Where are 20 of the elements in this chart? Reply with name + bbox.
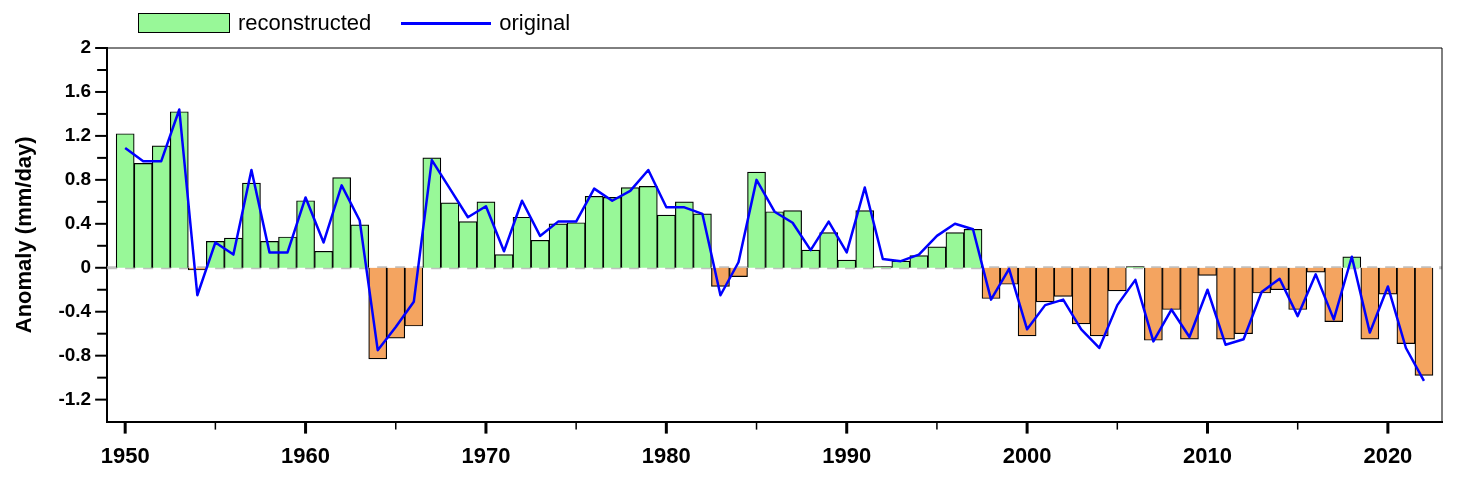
x-tick-label: 2000 xyxy=(1002,442,1052,468)
y-tick-label: 1.2 xyxy=(64,124,92,146)
y-tick-label: 0.8 xyxy=(64,168,92,190)
legend-label: original xyxy=(499,10,571,36)
x-tick-label: 2010 xyxy=(1183,442,1232,468)
y-tick-label: 0.4 xyxy=(64,212,92,234)
x-tick-label: 1970 xyxy=(461,442,511,468)
x-tick-label: 1990 xyxy=(822,442,872,468)
y-tick-label: 1.6 xyxy=(64,80,92,102)
x-tick-label: 1950 xyxy=(100,442,150,468)
x-tick-label: 2020 xyxy=(1363,442,1413,468)
y-tick-label: -0.4 xyxy=(58,299,92,321)
y-tick-label: -1.2 xyxy=(58,387,92,409)
x-tick-label: 1960 xyxy=(281,442,331,468)
y-axis-title: Anomaly (mm/day) xyxy=(11,136,37,334)
y-tick-label: 0 xyxy=(80,256,92,277)
y-tick-label: 2 xyxy=(80,36,92,58)
legend-label: reconstructed xyxy=(238,10,372,36)
y-tick-label: -0.8 xyxy=(58,343,92,365)
x-tick-label: 1980 xyxy=(641,442,691,468)
